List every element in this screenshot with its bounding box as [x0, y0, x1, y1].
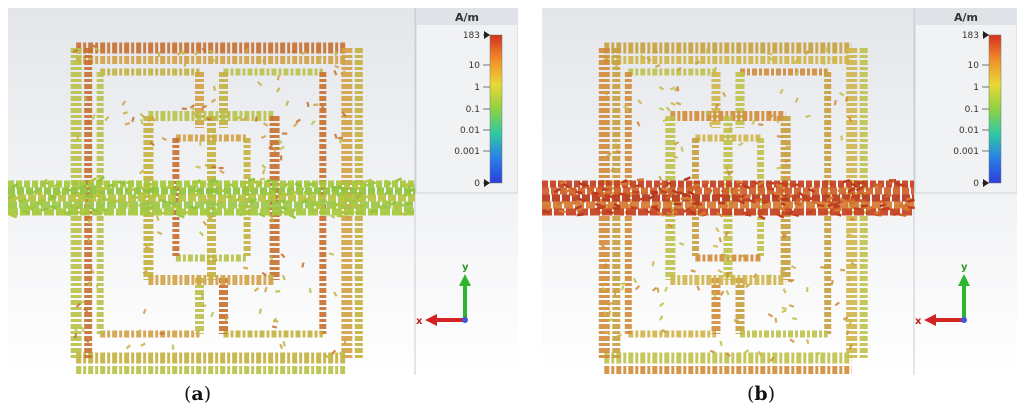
colorbar-gradient	[989, 35, 1001, 183]
colorbar-tick-label: 10	[968, 61, 980, 71]
microstrip-feed-line	[8, 177, 418, 218]
colorbar-tick-label: 0	[474, 179, 480, 189]
colorbar-tick-label: 10	[469, 61, 481, 71]
colorbar-tick-label: 1	[474, 83, 480, 93]
panel-b: A/m 183 10 1 0.1 0.01 0.001 0 y x	[542, 8, 1017, 375]
colorbar-tick-label: 0.001	[953, 147, 979, 157]
colorbar-tick-label: 0	[973, 179, 979, 189]
colorbar-gradient	[490, 35, 502, 183]
colorbar-tick-label: 1	[973, 83, 979, 93]
colorbar-tick-label: 0.1	[466, 105, 480, 115]
colorbar-legend: A/m 183 10 1 0.1 0.01 0.001 0	[915, 8, 1017, 193]
y-axis-label: y	[961, 262, 968, 273]
colorbar-legend: A/m 183 10 1 0.1 0.01 0.001 0	[416, 8, 518, 193]
colorbar-tick-label: 183	[962, 31, 979, 41]
x-axis-label: x	[416, 316, 423, 327]
colorbar-tick-label: 183	[463, 31, 480, 41]
colorbar-tick-label: 0.1	[965, 105, 979, 115]
legend-unit-label: A/m	[954, 11, 978, 24]
caption-a: (a)	[184, 383, 211, 405]
y-axis-label: y	[462, 262, 469, 273]
colorbar-tick-label: 0.01	[460, 126, 480, 136]
legend-unit-label: A/m	[455, 11, 479, 24]
colorbar-tick-label: 0.01	[959, 126, 979, 136]
x-axis-label: x	[915, 316, 922, 327]
caption-b: (b)	[747, 383, 775, 405]
field-plot-b: A/m 183 10 1 0.1 0.01 0.001 0 y x	[542, 8, 1017, 375]
panel-a: A/m 183 10 1 0.1 0.01 0.001 0 y x	[8, 8, 518, 375]
field-plot-a: A/m 183 10 1 0.1 0.01 0.001 0 y x	[8, 8, 518, 375]
colorbar-tick-label: 0.001	[454, 147, 480, 157]
